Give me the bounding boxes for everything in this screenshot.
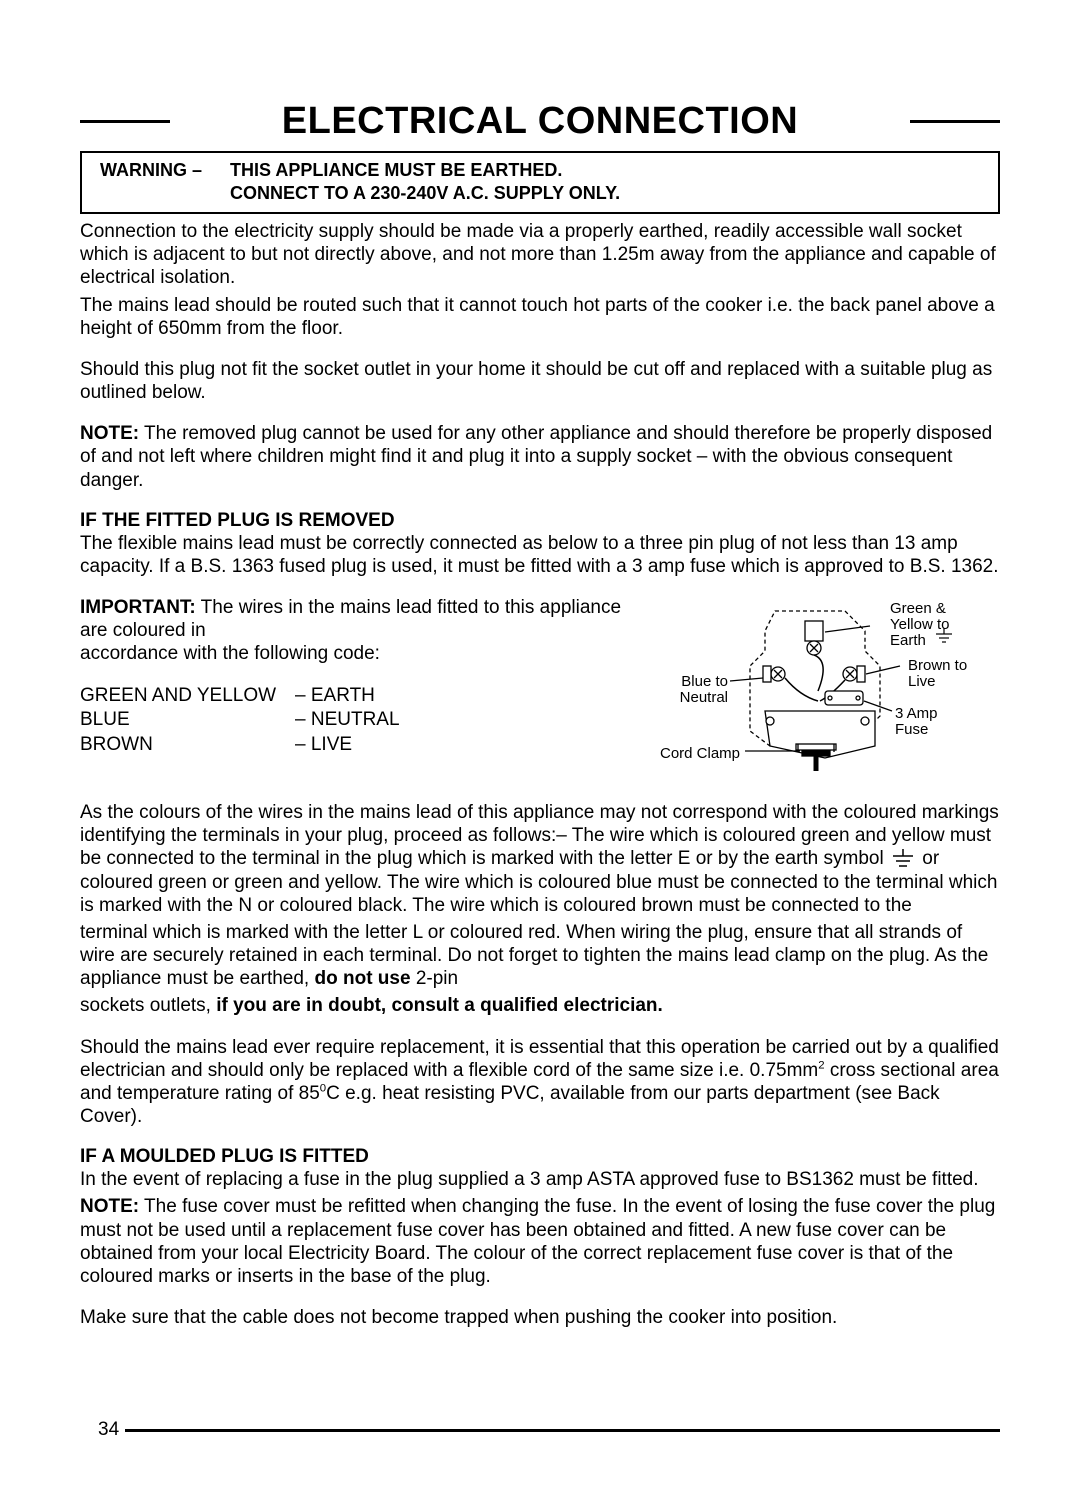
wire-purpose: – NEUTRAL <box>295 708 415 733</box>
diagram-label-cord-clamp: Cord Clamp <box>660 746 740 762</box>
diagram-label-live: Brown to Live <box>908 658 967 690</box>
wire-colour: GREEN AND YELLOW <box>80 684 295 709</box>
note-label: NOTE: <box>80 1196 139 1217</box>
paragraph: The flexible mains lead must be correctl… <box>80 532 1000 578</box>
warning-lines: THIS APPLIANCE MUST BE EARTHED. CONNECT … <box>230 159 620 204</box>
section-heading: IF THE FITTED PLUG IS REMOVED <box>80 510 1000 532</box>
title-rule-right <box>910 120 1000 123</box>
two-column-region: IMPORTANT: The wires in the mains lead f… <box>80 596 1000 791</box>
bold-run: if you are in doubt, consult a qualified… <box>216 995 663 1016</box>
important-label: IMPORTANT: <box>80 597 196 618</box>
diagram-label-earth: Green & Yellow to Earth <box>890 601 950 648</box>
title-row: ELECTRICAL CONNECTION <box>80 100 1000 143</box>
paragraph: In the event of replacing a fuse in the … <box>80 1168 1000 1191</box>
left-column: IMPORTANT: The wires in the mains lead f… <box>80 596 650 758</box>
title-rule-left <box>80 120 170 123</box>
warning-box: WARNING – THIS APPLIANCE MUST BE EARTHED… <box>80 151 1000 214</box>
paragraph: Should the mains lead ever require repla… <box>80 1036 1000 1129</box>
paragraph: Should this plug not fit the socket outl… <box>80 358 1000 404</box>
wire-purpose: – LIVE <box>295 733 415 758</box>
wire-colour-table: GREEN AND YELLOW – EARTH BLUE – NEUTRAL … <box>80 684 650 758</box>
wire-purpose: – EARTH <box>295 684 415 709</box>
document-page: ELECTRICAL CONNECTION WARNING – THIS APP… <box>0 0 1080 1511</box>
wire-colour: BROWN <box>80 733 295 758</box>
paragraph: Connection to the electricity supply sho… <box>80 220 1000 290</box>
warning-line2: CONNECT TO A 230-240V A.C. SUPPLY ONLY. <box>230 183 620 203</box>
important-text-line2: accordance with the following code: <box>80 643 380 664</box>
text-run: As the colours of the wires in the mains… <box>80 802 999 869</box>
section-heading: IF A MOULDED PLUG IS FITTED <box>80 1146 1000 1168</box>
paragraph: terminal which is marked with the letter… <box>80 921 1000 991</box>
wire-colour: BLUE <box>80 708 295 733</box>
paragraph: sockets outlets, if you are in doubt, co… <box>80 994 1000 1017</box>
text-run: sockets outlets, <box>80 995 216 1016</box>
diagram-label-fuse: 3 Amp Fuse <box>895 706 938 738</box>
note-label: NOTE: <box>80 423 139 444</box>
footer-rule <box>125 1429 1000 1432</box>
important-paragraph: IMPORTANT: The wires in the mains lead f… <box>80 596 650 666</box>
bold-run: do not use <box>315 968 411 989</box>
warning-label: WARNING – <box>100 159 225 182</box>
paragraph: The mains lead should be routed such tha… <box>80 294 1000 340</box>
text-run: terminal which is marked with the letter… <box>80 922 988 989</box>
page-title: ELECTRICAL CONNECTION <box>188 100 892 143</box>
diagram-label-neutral: Blue to Neutral <box>668 674 728 706</box>
note-paragraph: NOTE: The fuse cover must be refitted wh… <box>80 1195 1000 1288</box>
table-row: BROWN – LIVE <box>80 733 650 758</box>
table-row: BLUE – NEUTRAL <box>80 708 650 733</box>
paragraph: Make sure that the cable does not become… <box>80 1306 1000 1329</box>
footer: 34 <box>80 1419 1000 1441</box>
warning-line1: THIS APPLIANCE MUST BE EARTHED. <box>230 160 562 180</box>
note-text: The removed plug cannot be used for any … <box>80 423 992 490</box>
note-paragraph: NOTE: The removed plug cannot be used fo… <box>80 422 1000 492</box>
table-row: GREEN AND YELLOW – EARTH <box>80 684 650 709</box>
page-number: 34 <box>98 1419 119 1441</box>
text-run: 2-pin <box>411 968 459 989</box>
note-text: The fuse cover must be refitted when cha… <box>80 1196 995 1287</box>
earth-symbol-icon <box>889 849 917 869</box>
plug-diagram: Blue to Neutral Cord Clamp Green & Yello… <box>670 596 1000 791</box>
paragraph: As the colours of the wires in the mains… <box>80 801 1000 917</box>
